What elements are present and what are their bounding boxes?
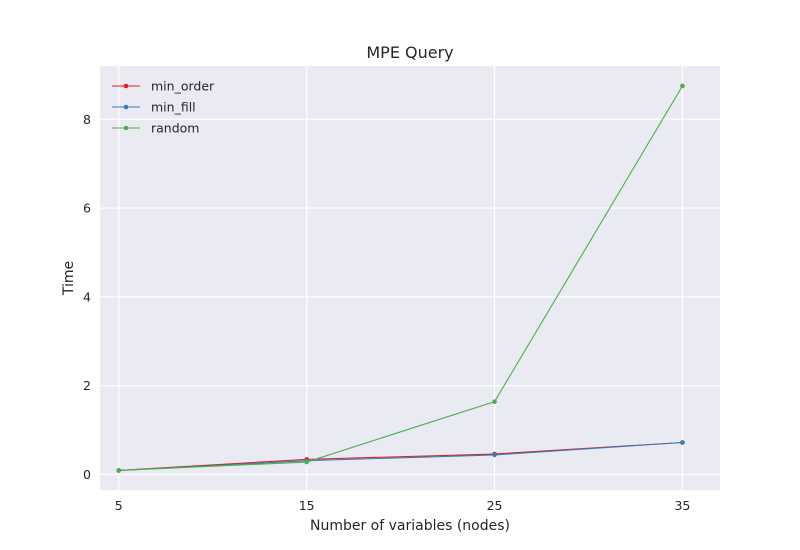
legend-entry-random: random bbox=[112, 121, 199, 136]
x-tick-label: 25 bbox=[487, 498, 503, 513]
legend-marker bbox=[123, 104, 129, 110]
series-line bbox=[118, 85, 683, 472]
data-point bbox=[680, 83, 685, 89]
x-axis-label: Number of variables (nodes) bbox=[310, 518, 510, 534]
data-point bbox=[304, 459, 309, 465]
y-tick-label: 2 bbox=[83, 378, 91, 393]
y-tick-label: 8 bbox=[83, 112, 91, 127]
y-axis-label: Time bbox=[61, 261, 77, 296]
data-point bbox=[492, 399, 497, 404]
legend-entry-min_fill: min_fill bbox=[112, 100, 196, 115]
legend-entry-min_order: min_order bbox=[112, 79, 215, 94]
data-point bbox=[116, 468, 122, 473]
legend-marker bbox=[123, 83, 129, 89]
chart-title: MPE Query bbox=[366, 43, 453, 62]
series-line bbox=[118, 441, 683, 472]
legend-marker bbox=[123, 125, 129, 131]
legend-label: random bbox=[151, 121, 199, 136]
data-point bbox=[680, 440, 685, 445]
plot-background bbox=[100, 66, 720, 490]
series-random bbox=[116, 83, 685, 473]
x-tick-label: 35 bbox=[674, 498, 690, 513]
series-layer bbox=[116, 83, 685, 473]
y-tick-label: 4 bbox=[83, 289, 91, 304]
ticks: 5 15 25 35 0 2 4 6 8 bbox=[83, 112, 690, 513]
x-tick-label: 5 bbox=[115, 498, 123, 513]
data-point bbox=[492, 452, 497, 458]
y-tick-label: 0 bbox=[83, 467, 91, 482]
legend-label: min_fill bbox=[151, 100, 196, 115]
x-tick-label: 15 bbox=[299, 498, 315, 513]
y-tick-label: 6 bbox=[83, 201, 91, 216]
grid bbox=[100, 66, 720, 490]
legend-label: min_order bbox=[151, 79, 215, 94]
